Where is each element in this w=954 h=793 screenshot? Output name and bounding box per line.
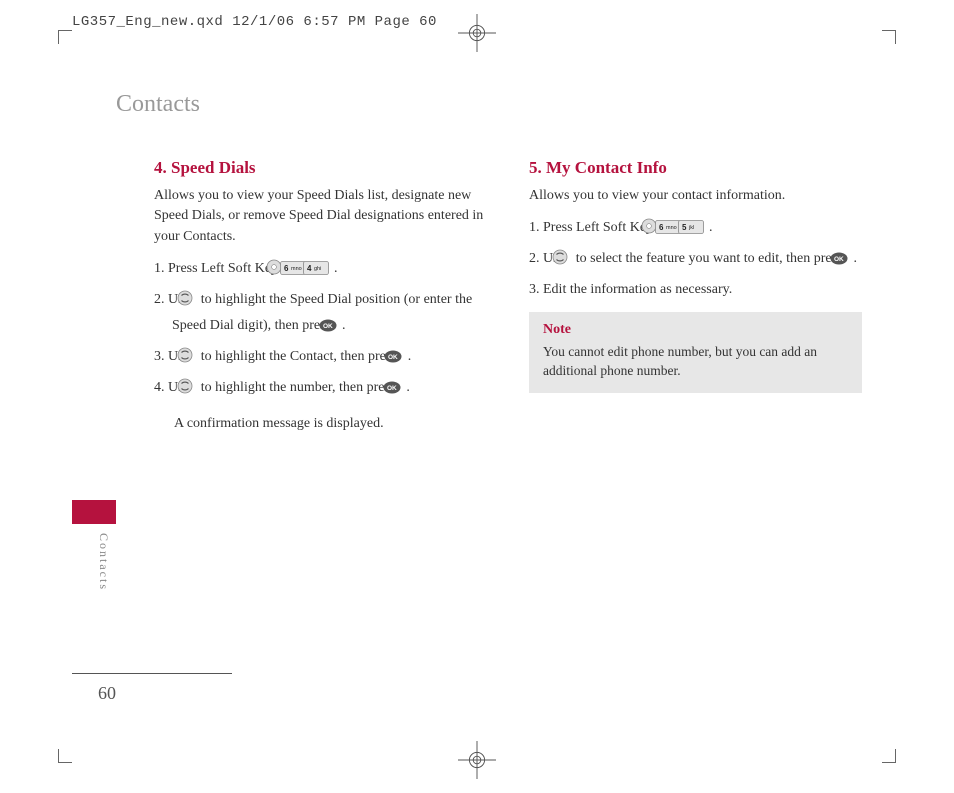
- svg-text:6: 6: [284, 264, 289, 273]
- page-body: Contacts 4. Speed Dials Allows you to vi…: [72, 45, 882, 748]
- svg-text:6: 6: [659, 223, 664, 232]
- page-number: 60: [98, 683, 116, 704]
- svg-text:5: 5: [682, 223, 687, 232]
- side-tab-block: [72, 500, 116, 524]
- svg-text:OK: OK: [388, 354, 398, 361]
- svg-text:OK: OK: [834, 256, 844, 263]
- column-my-contact-info: 5. My Contact Info Allows you to view yo…: [529, 158, 862, 435]
- right-step-2: Use to select the feature you want to ed…: [529, 247, 862, 274]
- svg-text:ghi: ghi: [314, 266, 321, 272]
- svg-text:4: 4: [307, 264, 312, 273]
- note-title: Note: [543, 322, 848, 338]
- prepress-slug: LG357_Eng_new.qxd 12/1/06 6:57 PM Page 6…: [72, 14, 437, 30]
- left-step-4: Use to highlight the number, then press …: [154, 376, 487, 403]
- left-step-1: Press Left Soft Key , 6mno , 4ghi .: [154, 257, 487, 284]
- confirmation-text: A confirmation message is displayed.: [174, 413, 487, 435]
- svg-text:mno: mno: [666, 225, 677, 231]
- left-step-3: Use to highlight the Contact, then press…: [154, 345, 487, 372]
- section-title: Contacts: [116, 91, 882, 118]
- note-body: You cannot edit phone number, but you ca…: [543, 342, 848, 381]
- heading-my-contact-info: 5. My Contact Info: [529, 158, 862, 178]
- svg-text:mno: mno: [291, 266, 302, 272]
- intro-my-contact-info: Allows you to view your contact informat…: [529, 186, 862, 206]
- side-tab-label: Contacts: [96, 533, 111, 591]
- svg-text:OK: OK: [387, 385, 397, 392]
- heading-speed-dials: 4. Speed Dials: [154, 158, 487, 178]
- key-5-icon: 5jkl: [696, 219, 704, 243]
- right-step-1: Press Left Soft Key , 6mno , 5jkl .: [529, 216, 862, 243]
- right-step-3: Edit the information as necessary.: [529, 278, 862, 302]
- note-box: Note You cannot edit phone number, but y…: [529, 312, 862, 393]
- key-4-icon: 4ghi: [321, 260, 329, 284]
- footer-rule: [72, 673, 232, 674]
- left-step-2: Use to highlight the Speed Dial position…: [154, 288, 487, 342]
- intro-speed-dials: Allows you to view your Speed Dials list…: [154, 186, 487, 247]
- column-speed-dials: 4. Speed Dials Allows you to view your S…: [154, 158, 487, 435]
- svg-text:OK: OK: [323, 323, 333, 330]
- svg-text:jkl: jkl: [688, 225, 694, 231]
